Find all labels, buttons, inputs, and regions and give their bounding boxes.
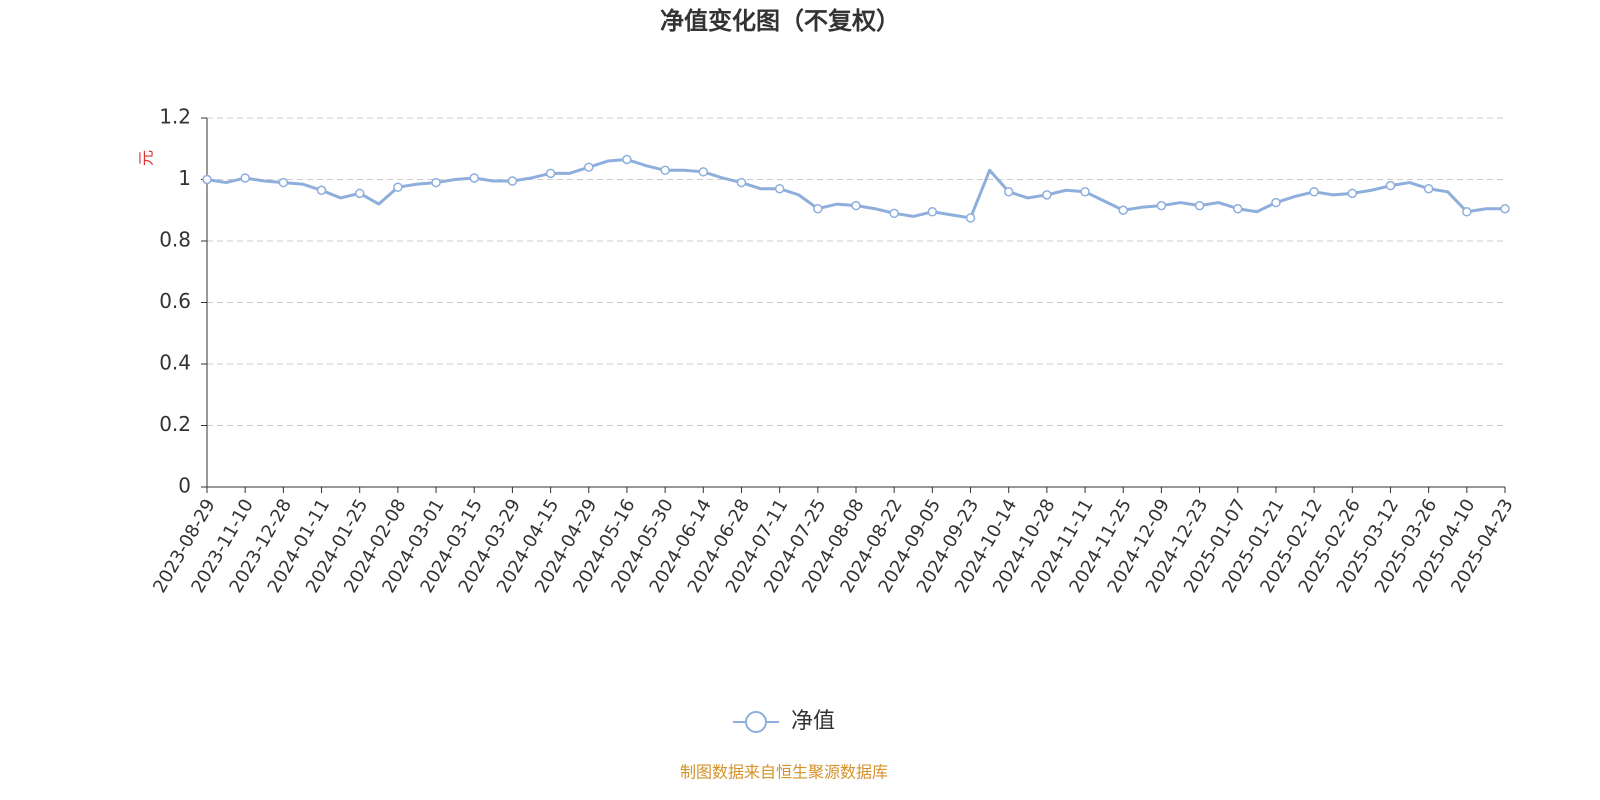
point — [469, 173, 479, 183]
point — [431, 177, 441, 188]
point — [1423, 183, 1434, 194]
legend-label: 净值 — [791, 709, 835, 734]
point — [1118, 205, 1128, 215]
point — [1080, 187, 1090, 197]
y-tick-label: 0.4 — [159, 351, 191, 375]
point — [1233, 203, 1243, 214]
legend-marker — [745, 711, 767, 733]
point — [1385, 180, 1396, 191]
point — [545, 168, 556, 179]
chart-title: 净值变化图（不复权） — [660, 7, 900, 35]
point — [278, 177, 289, 188]
point — [1003, 187, 1014, 197]
point — [774, 183, 785, 194]
point — [393, 182, 403, 192]
point — [851, 200, 861, 211]
point — [507, 176, 518, 186]
y-tick-label: 0 — [178, 474, 191, 498]
point — [1156, 200, 1167, 211]
point — [813, 203, 823, 214]
point — [1462, 207, 1472, 217]
y-tick-label: 0.2 — [159, 412, 191, 436]
point — [965, 213, 976, 223]
y-tick-label: 1.2 — [159, 105, 191, 129]
point — [660, 165, 670, 176]
point — [584, 162, 594, 172]
point — [1194, 200, 1205, 211]
point — [202, 174, 212, 185]
point — [1042, 190, 1052, 200]
point — [354, 188, 365, 199]
y-tick-label: 1 — [178, 166, 191, 190]
point — [316, 185, 327, 196]
point — [736, 177, 747, 188]
point — [1500, 203, 1510, 214]
point — [1347, 188, 1358, 199]
point — [1309, 187, 1319, 197]
point — [1271, 197, 1281, 208]
point — [889, 208, 899, 219]
point — [622, 154, 632, 165]
point — [240, 173, 250, 183]
point — [698, 167, 709, 177]
point — [927, 207, 938, 217]
y-tick-label: 0.6 — [159, 289, 191, 313]
source-note: 制图数据来自恒生聚源数据库 — [680, 763, 888, 782]
y-tick-label: 0.8 — [159, 228, 191, 252]
y-axis-label: 元 — [137, 150, 156, 166]
